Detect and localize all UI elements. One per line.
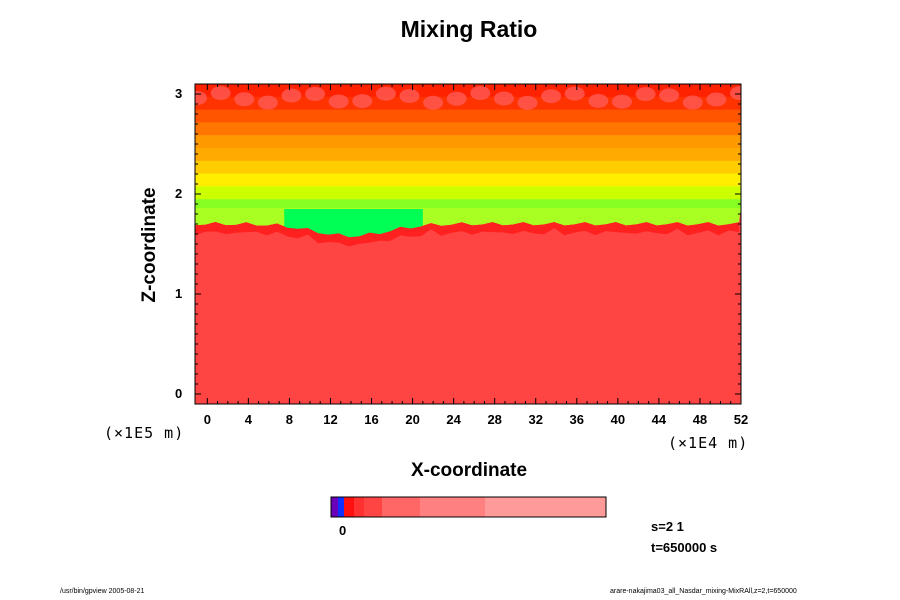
- top-cell: [682, 95, 703, 110]
- top-cell: [375, 86, 396, 101]
- top-cell: [352, 94, 373, 109]
- top-cell: [210, 86, 231, 101]
- stratified-band: [195, 148, 741, 162]
- top-cell: [729, 86, 741, 101]
- interface-band: [195, 222, 739, 247]
- y-tick-label: 0: [175, 386, 183, 401]
- y-axis-unit: (×1E5 m): [104, 424, 185, 442]
- colorbar-segment: [485, 497, 606, 517]
- top-cell: [659, 88, 680, 103]
- x-tick-label: 16: [364, 412, 379, 427]
- x-tick-label: 12: [323, 412, 338, 427]
- colorbar-segment: [354, 497, 364, 517]
- stratified-band: [195, 160, 741, 175]
- footer-left-text: /usr/bin/gpview 2005-08-21: [60, 588, 145, 595]
- top-cell: [564, 86, 585, 101]
- colorbar: [330, 496, 607, 518]
- top-cell: [328, 94, 349, 109]
- x-tick-label: 8: [285, 412, 294, 427]
- top-cell: [423, 95, 444, 110]
- colorbar-segment: [338, 497, 344, 517]
- top-cell: [588, 93, 609, 108]
- info-t-value: t=650000 s: [651, 540, 718, 555]
- x-tick-label: 4: [244, 412, 252, 427]
- x-tick-label: 36: [569, 412, 585, 427]
- info-s-value: s=2 1: [651, 519, 684, 534]
- footer-right-text: arare-nakajima03_all_Nasdar_mixing-MixRA…: [610, 588, 797, 595]
- top-cell: [446, 91, 467, 106]
- top-cell: [635, 87, 656, 102]
- top-cell: [493, 91, 514, 106]
- colorbar-segment: [420, 497, 485, 517]
- top-cell: [281, 88, 302, 103]
- x-tick-label: 32: [528, 412, 543, 427]
- y-tick-label: 3: [175, 86, 183, 101]
- colorbar-segment: [331, 497, 338, 517]
- x-axis-label: X-coordinate: [410, 460, 528, 481]
- y-axis-label: Z-coordinate: [139, 187, 160, 303]
- stratified-band: [195, 122, 741, 136]
- top-cell: [541, 89, 562, 104]
- top-cell: [611, 94, 632, 109]
- heatmap-field: [195, 84, 741, 404]
- top-cell: [195, 91, 208, 105]
- x-tick-label: 40: [610, 412, 626, 427]
- top-cell: [517, 95, 538, 110]
- x-axis-unit: (×1E4 m): [668, 434, 749, 452]
- x-tick-label: 28: [487, 412, 502, 427]
- x-tick-label: 44: [651, 412, 667, 427]
- colorbar-segment: [364, 497, 382, 517]
- x-tick-label: 48: [692, 412, 708, 427]
- y-tick-label: 2: [175, 186, 183, 201]
- top-cell: [706, 92, 727, 107]
- stratified-band: [195, 109, 741, 123]
- x-tick-label: 24: [446, 412, 461, 427]
- colorbar-segment: [344, 497, 354, 517]
- stratified-band: [195, 84, 741, 98]
- stratified-band: [195, 173, 741, 187]
- chart-title: Mixing Ratio: [400, 16, 538, 42]
- top-cell: [234, 92, 255, 107]
- x-tick-label: 20: [405, 412, 420, 427]
- x-tick-label: 52: [733, 412, 749, 427]
- colorbar-segment: [382, 497, 420, 517]
- stratified-band: [195, 135, 741, 149]
- axis-ticks: [195, 84, 742, 404]
- top-cell: [470, 86, 491, 101]
- colorbar-frame: [330, 496, 607, 518]
- top-cell: [305, 87, 326, 102]
- top-cell: [399, 89, 420, 104]
- y-tick-label: 1: [175, 286, 183, 301]
- stratified-band: [195, 186, 741, 200]
- colorbar-zero-label: 0: [339, 523, 347, 538]
- x-tick-label: 0: [203, 412, 211, 427]
- top-cell: [257, 95, 278, 110]
